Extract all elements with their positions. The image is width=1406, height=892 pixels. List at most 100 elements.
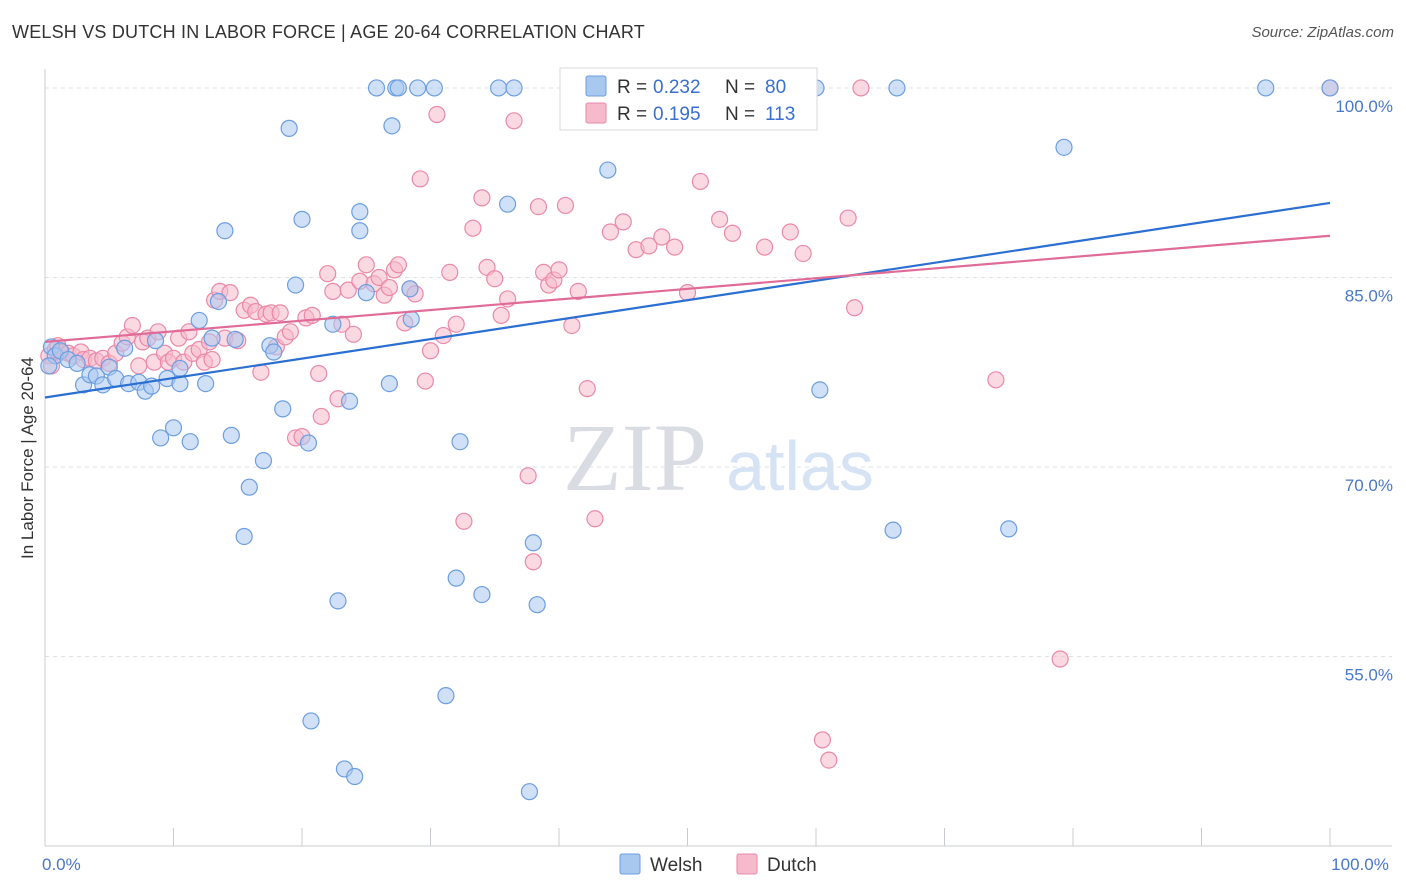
welsh-point	[447, 569, 465, 587]
dutch-point	[319, 265, 337, 283]
dutch-point	[578, 380, 596, 398]
welsh-point	[1257, 79, 1275, 97]
welsh-point	[473, 585, 491, 604]
dutch-point	[344, 325, 362, 343]
welsh-point	[1000, 520, 1018, 538]
dutch-point	[130, 357, 148, 375]
welsh-point	[599, 161, 617, 179]
welsh-point	[68, 354, 86, 372]
dutch-point	[180, 323, 198, 341]
dutch-point	[455, 512, 473, 530]
welsh-point	[40, 357, 58, 375]
dutch-point	[203, 350, 221, 369]
dutch-point	[820, 751, 838, 769]
welsh-point	[254, 452, 273, 470]
dutch-r-value: 0.195	[653, 104, 701, 125]
welsh-point	[401, 280, 419, 298]
welsh-r-value: 0.232	[653, 77, 701, 98]
welsh-point	[367, 79, 386, 97]
grid-lines	[45, 87, 1392, 657]
dutch-point	[357, 256, 375, 274]
dutch-point	[421, 342, 440, 360]
welsh-point	[811, 381, 829, 399]
dutch-point	[416, 372, 434, 390]
dutch-point	[339, 281, 357, 299]
watermark-atlas: atlas	[726, 427, 874, 505]
welsh-point	[409, 79, 427, 97]
bottom-legend: Welsh Dutch	[619, 853, 817, 876]
dutch-n-label: N =	[725, 104, 755, 125]
dutch-r-label: R =	[617, 104, 647, 125]
dutch-point	[839, 209, 857, 227]
trend-lines	[44, 201, 1331, 399]
welsh-point	[299, 434, 318, 452]
dutch-point	[794, 244, 812, 263]
welsh-points	[40, 79, 1339, 801]
welsh-swatch	[585, 75, 607, 97]
watermark: ZIP atlas	[563, 404, 874, 511]
dutch-point	[524, 553, 542, 571]
y-tick-label: 70.0%	[1345, 476, 1393, 495]
welsh-point	[274, 400, 292, 418]
chart-title: WELSH VS DUTCH IN LABOR FORCE | AGE 20-6…	[12, 22, 645, 42]
y-tick-label: 55.0%	[1345, 665, 1393, 684]
y-tick-label: 100.0%	[1335, 97, 1393, 116]
dutch-point	[447, 315, 465, 333]
welsh-point	[222, 426, 240, 444]
welsh-point	[265, 343, 283, 361]
dutch-point	[529, 198, 548, 216]
welsh-point	[329, 592, 347, 610]
dutch-swatch	[585, 102, 607, 124]
source-label: Source: ZipAtlas.com	[1251, 24, 1394, 41]
welsh-point	[383, 117, 401, 135]
welsh-point	[203, 329, 221, 347]
dutch-point	[563, 316, 581, 335]
welsh-n-label: N =	[725, 77, 755, 98]
dutch-point	[987, 371, 1005, 389]
welsh-point	[171, 359, 189, 378]
dutch-point	[281, 323, 300, 341]
welsh-point	[1055, 138, 1073, 156]
welsh-point	[425, 79, 443, 97]
dutch-point	[519, 467, 537, 485]
welsh-point	[1321, 79, 1339, 97]
legend-dutch-label: Dutch	[767, 855, 817, 876]
watermark-zip: ZIP	[563, 404, 707, 511]
welsh-point	[240, 478, 258, 496]
dutch-point	[221, 284, 239, 302]
dutch-point	[464, 219, 482, 237]
x-tick-label: 100.0%	[1331, 855, 1389, 874]
dutch-point	[723, 224, 742, 242]
stats-legend: R = 0.232 N = 80 R = 0.195 N = 113	[559, 67, 818, 131]
welsh-point	[324, 315, 342, 333]
welsh-point	[164, 419, 183, 437]
dutch-point	[711, 210, 729, 228]
dutch-point	[123, 316, 141, 335]
dutch-point	[312, 407, 330, 426]
tick-labels: 100.0% 85.0% 70.0% 55.0% 0.0% 100.0%	[42, 97, 1393, 874]
welsh-point	[209, 292, 228, 311]
welsh-point	[437, 687, 455, 705]
welsh-point	[286, 276, 305, 294]
dutch-point	[473, 189, 491, 207]
welsh-point	[351, 203, 369, 221]
dutch-point	[389, 256, 407, 274]
dutch-point	[852, 79, 870, 97]
dutch-point	[666, 238, 684, 256]
legend-welsh-label: Welsh	[650, 855, 702, 876]
dutch-point	[492, 306, 510, 324]
dutch-point	[556, 196, 575, 215]
welsh-point	[280, 119, 298, 137]
dutch-point	[845, 299, 864, 317]
dutch-point	[781, 223, 799, 241]
welsh-trend-line	[44, 201, 1331, 399]
dutch-point	[569, 282, 587, 300]
dutch-point	[428, 105, 446, 124]
welsh-point	[389, 79, 407, 97]
dutch-point	[1051, 650, 1069, 668]
dutch-point	[691, 172, 709, 191]
welsh-point	[181, 433, 199, 451]
x-tick-label: 0.0%	[42, 855, 81, 874]
welsh-point	[197, 374, 215, 393]
